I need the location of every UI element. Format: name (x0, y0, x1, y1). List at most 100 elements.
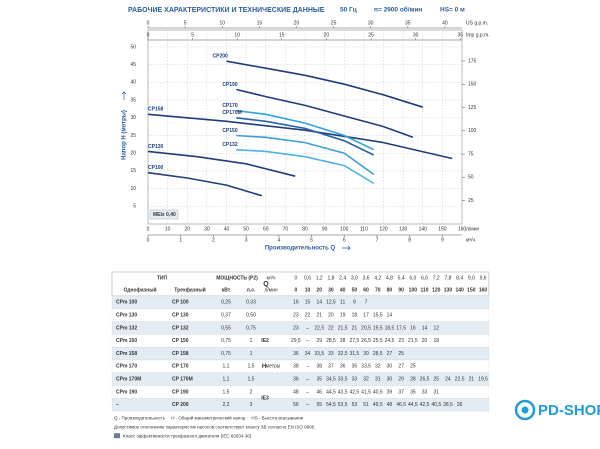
x-tick-label: 50 (243, 226, 249, 232)
m3-tick-label: 3 (245, 237, 248, 243)
table-text: 0,25 (221, 300, 231, 306)
table-text: 100 (409, 287, 418, 293)
table-text: 0 (294, 275, 297, 281)
table-text: 70 (375, 287, 381, 293)
table-text: 25,5 (373, 338, 383, 344)
table-text: 36 (293, 351, 299, 357)
top-tick-label: 10 (219, 20, 225, 26)
table-text: 110 (421, 287, 429, 293)
x-tick-label: 60 (263, 226, 269, 232)
y-tick-label: 5 (133, 204, 136, 210)
table-text: 27 (398, 364, 404, 370)
table-text: ТИП (157, 275, 168, 281)
table-text: 2 (250, 389, 253, 395)
y-tick-label: 20 (130, 151, 136, 157)
table-text: 34 (305, 351, 311, 357)
table-text: 20 (316, 287, 322, 293)
table-text: 0,6 (304, 275, 311, 281)
table-text: 19,5 (478, 377, 488, 383)
table-text: кВт (222, 287, 231, 293)
table-text: 1,5 (248, 377, 255, 383)
y2-tick-label: 50 (468, 175, 474, 181)
table-text: л/мин (264, 287, 278, 293)
table-text: Однофазный (123, 286, 156, 293)
y-axis-label: Напор H (метры) (122, 110, 128, 160)
table-text: 31,5 (349, 351, 359, 357)
table-text: 30 (387, 364, 393, 370)
x-tick-label: 40 (224, 226, 230, 232)
m3-tick-label: 8 (408, 237, 411, 243)
table-text: 25 (398, 351, 404, 357)
table-text: 39 (387, 389, 393, 395)
table-text: 17,5 (396, 325, 406, 331)
row-bg (111, 398, 490, 412)
table-text: 30 (387, 377, 393, 383)
pump-curve (226, 60, 424, 108)
table-text: 15 (305, 300, 311, 306)
table-text: 1,2 (316, 275, 323, 281)
x-tick-label: 130 (399, 226, 408, 232)
table-text: 3,0 (351, 275, 358, 281)
x-tick-label: 10 (165, 226, 171, 232)
curve-label: CP190 (222, 82, 238, 88)
table-text: 33,5 (361, 364, 371, 370)
table-text: 36 (457, 402, 463, 408)
table-text: 48 (293, 389, 299, 395)
table-text: м³/ч (266, 275, 275, 281)
footnote: Q - Производительность (114, 415, 166, 420)
table-text: – (306, 377, 309, 383)
table-text: 150 (467, 287, 476, 293)
mei: MEI≥ 0,40 (153, 212, 176, 218)
table-text: 4,2 (374, 275, 381, 281)
y2-tick-label: 75 (468, 151, 474, 157)
table-text: 1,8 (327, 275, 334, 281)
suction: HS= 0 м (440, 7, 465, 14)
curve-label: CP132 (222, 142, 238, 148)
x-tick-label: 110 (360, 226, 368, 232)
pump-curve (236, 88, 414, 139)
table-text: 8,4 (456, 275, 463, 281)
table-text: 19 (340, 313, 346, 319)
x-tick-label: 20 (184, 226, 190, 232)
x-unit: л/мин (466, 226, 480, 232)
table-text: CP 158 (172, 351, 189, 357)
table-text: 0,50 (246, 313, 256, 319)
curve-label: CP170M (222, 110, 241, 116)
y-arrow (121, 91, 127, 100)
x-tick-label: 120 (379, 226, 388, 232)
table-text: 54,5 (326, 402, 336, 408)
table-text: 1,1 (223, 364, 230, 370)
table-text: H (262, 364, 266, 370)
x-tick-label: 90 (322, 226, 328, 232)
x-axis-label: Производительность Q (265, 246, 336, 252)
top-tick-label: 35 (405, 20, 411, 26)
page-title: РАБОЧИЕ ХАРАКТЕРИСТИКИ И ТЕХНИЧЕСКИЕ ДАН… (128, 7, 325, 14)
table-text: 38 (316, 364, 322, 370)
top-tick-label: 30 (368, 20, 374, 26)
y-tick-label: 30 (130, 115, 136, 121)
table-text: 27,5 (349, 338, 359, 344)
table-text: 40,5 (373, 389, 383, 395)
top-tick-label: 0 (147, 32, 150, 38)
x-tick-label: 80 (302, 226, 308, 232)
logo-dot (521, 406, 529, 414)
table-text: 3 (250, 402, 253, 408)
pump-curve (147, 113, 453, 160)
top-tick-label: 10 (234, 32, 240, 38)
table-text: 36 (293, 377, 299, 383)
m3-tick-label: 6 (343, 237, 346, 243)
table-text: 30 (328, 287, 334, 293)
table-text: 0,37 (221, 313, 231, 319)
table-text: 130 (444, 287, 453, 293)
table-text: CP 100 (172, 300, 189, 306)
table-text: 25 (410, 364, 416, 370)
table-text: 24 (445, 377, 451, 383)
table-text: 120 (432, 287, 441, 293)
pump-curve (236, 134, 375, 176)
x-tick-label: 70 (283, 226, 289, 232)
row-bg (111, 347, 490, 361)
table-text: 18,5 (385, 325, 395, 331)
top-tick-label: 15 (279, 32, 285, 38)
table-text: 42,5 (349, 389, 359, 395)
